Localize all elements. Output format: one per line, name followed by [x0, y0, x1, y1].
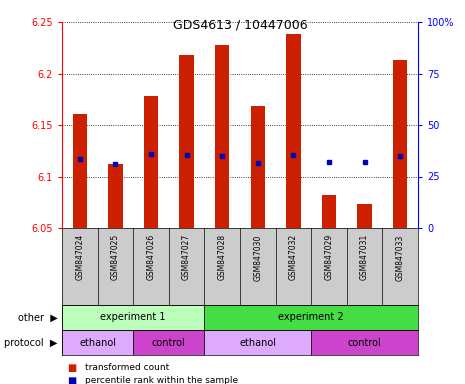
Text: control: control — [348, 338, 381, 348]
Bar — [144, 96, 158, 228]
Bar — [133, 330, 205, 355]
Bar — [62, 330, 133, 355]
Bar — [179, 55, 194, 228]
Text: GSM847033: GSM847033 — [396, 234, 405, 281]
Bar — [322, 195, 336, 228]
Bar — [205, 305, 418, 330]
Bar — [108, 164, 122, 228]
Text: protocol  ▶: protocol ▶ — [4, 338, 57, 348]
Bar — [286, 34, 300, 228]
Bar — [205, 330, 311, 355]
Text: GSM847024: GSM847024 — [75, 234, 84, 280]
Text: GSM847027: GSM847027 — [182, 234, 191, 280]
Text: ethanol: ethanol — [79, 338, 116, 348]
Text: experiment 2: experiment 2 — [279, 313, 344, 323]
Text: other  ▶: other ▶ — [18, 313, 57, 323]
Text: GSM847029: GSM847029 — [325, 234, 333, 280]
Text: GSM847030: GSM847030 — [253, 234, 262, 281]
Text: GSM847026: GSM847026 — [146, 234, 155, 280]
Text: experiment 1: experiment 1 — [100, 313, 166, 323]
Text: GSM847032: GSM847032 — [289, 234, 298, 280]
Bar — [358, 204, 372, 228]
Text: GDS4613 / 10447006: GDS4613 / 10447006 — [173, 18, 307, 31]
Text: ■: ■ — [66, 363, 76, 373]
Text: GSM847025: GSM847025 — [111, 234, 120, 280]
Text: ■: ■ — [66, 376, 76, 384]
Bar — [215, 45, 229, 228]
Bar — [73, 114, 87, 228]
Text: GSM847031: GSM847031 — [360, 234, 369, 280]
Text: GSM847028: GSM847028 — [218, 234, 227, 280]
Bar — [311, 330, 418, 355]
Bar — [62, 305, 205, 330]
Text: transformed count: transformed count — [85, 364, 170, 372]
Text: ethanol: ethanol — [239, 338, 276, 348]
Bar — [393, 60, 407, 228]
Bar — [251, 106, 265, 228]
Text: percentile rank within the sample: percentile rank within the sample — [85, 376, 239, 384]
Text: control: control — [152, 338, 186, 348]
